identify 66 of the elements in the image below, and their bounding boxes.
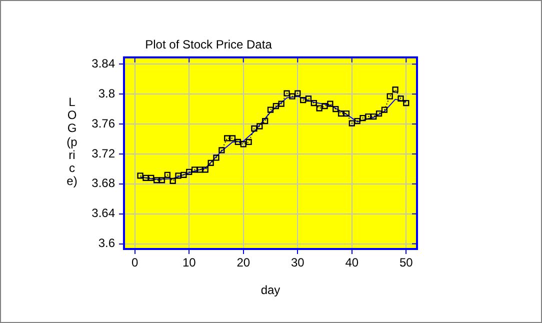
point [170,178,176,184]
point [386,93,393,100]
point [213,154,220,161]
point [137,172,144,179]
y-axis-title: LOG(price) [66,95,78,188]
point [305,95,312,102]
point [338,110,344,117]
point [398,95,404,102]
point [343,110,350,117]
x-tick-label: 20 [236,256,250,270]
point [267,106,274,113]
point [300,96,306,104]
point [196,166,204,173]
point [256,123,263,130]
x-tick-label: 40 [345,256,359,270]
point [234,138,242,146]
point [332,106,339,112]
point [272,102,279,110]
point [202,166,208,173]
point [218,147,225,154]
point [175,172,182,179]
point [164,172,170,178]
point [142,174,149,181]
point [246,138,252,146]
point [224,135,230,142]
point [186,168,192,175]
point [370,113,377,120]
y-tick-label: 3.84 [92,56,116,70]
y-tick-label: 3.6 [98,236,116,250]
point [229,135,236,142]
point [322,102,328,110]
y-tick-label: 3.72 [92,146,116,160]
point [381,106,388,113]
x-tick-label: 50 [399,256,414,270]
point [392,86,398,93]
point [289,93,296,100]
point [208,160,214,166]
point [360,114,366,122]
y-tick-label: 3.76 [92,116,116,130]
point [403,100,410,106]
x-tick-label: 30 [290,256,305,270]
point [148,174,154,181]
point [348,120,355,126]
y-tick-label: 3.64 [92,206,116,220]
point [240,141,246,148]
point [294,90,301,96]
point [284,90,290,96]
y-tick-label: 3.8 [98,86,116,100]
point [180,172,187,178]
point [365,113,372,120]
point [354,118,360,124]
point [153,177,160,184]
point [327,100,334,107]
point [316,105,322,112]
point [251,125,258,132]
y-tick-label: 3.68 [92,176,116,190]
point [278,100,284,107]
x-axis-title: day [260,283,280,298]
point [376,110,382,117]
x-tick-label: 10 [182,256,196,270]
x-tick-label: 0 [132,256,139,270]
point [262,118,268,124]
point [158,177,166,184]
point [310,100,317,106]
chart-title: Plot of Stock Price Data [145,38,272,52]
point [191,166,198,173]
